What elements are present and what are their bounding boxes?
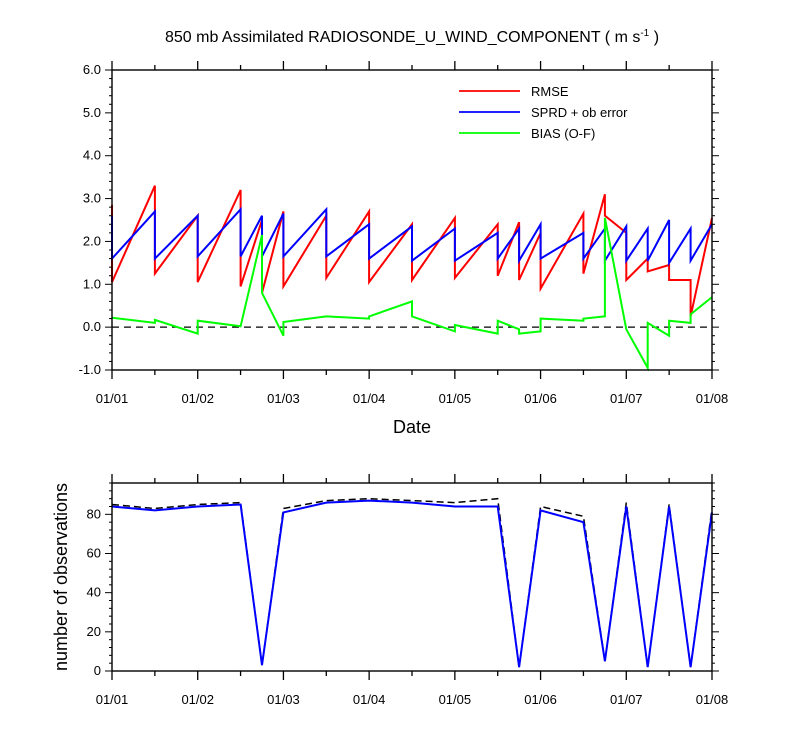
bottom-y-axis-title: number of observations	[51, 483, 71, 671]
y-tick-label: 2.0	[83, 233, 101, 248]
y-tick-label: 0.0	[83, 319, 101, 334]
legend-label-sprd: SPRD + ob error	[531, 105, 628, 120]
top-panel: -1.00.01.02.03.04.05.06.0 01/01 01/02 01/0…	[79, 61, 729, 437]
y-tick-label: 60	[87, 546, 101, 561]
x-tick-label: 01/02	[181, 391, 214, 406]
legend-label-bias: BIAS (O-F)	[531, 126, 595, 141]
legend: RMSE SPRD + ob error BIAS (O-F)	[459, 84, 628, 141]
series-line-sprd-ob-error	[111, 206, 713, 267]
chart-title-units-close: )	[649, 29, 659, 46]
x-tick-label: 01/06	[524, 692, 557, 707]
series-line-used	[111, 499, 713, 668]
x-tick-label: 01/08	[696, 692, 729, 707]
bottom-x-axis: 01/01 01/02 01/03 01/04 01/05 01/06 01/07 01/08	[96, 474, 729, 707]
x-tick-label: 01/07	[610, 391, 643, 406]
y-tick-label: 0	[94, 663, 101, 678]
y-tick-label: 4.0	[83, 148, 101, 163]
y-tick-label: 40	[87, 585, 101, 600]
x-tick-label: 01/04	[353, 692, 386, 707]
top-plot-content	[111, 185, 713, 372]
series-line-bias-o-f	[111, 217, 713, 372]
x-tick-label: 01/03	[267, 391, 300, 406]
x-tick-label: 01/01	[96, 391, 129, 406]
bottom-y-axis: 0 20 40 60 80	[87, 482, 719, 678]
bottom-panel: 0 20 40 60 80 01/01 01/02 01/03 01/04 01/05 01/06…	[51, 474, 728, 707]
chart-title-units: ( m s	[605, 29, 641, 46]
chart-title-units-superscript: -1	[640, 28, 649, 39]
x-tick-label: 01/05	[439, 692, 472, 707]
x-tick-label: 01/02	[181, 692, 214, 707]
x-tick-label: 01/05	[439, 391, 472, 406]
y-tick-label: 20	[87, 624, 101, 639]
y-tick-label: -1.0	[79, 362, 101, 377]
x-tick-label: 01/01	[96, 692, 129, 707]
x-tick-label: 01/07	[610, 692, 643, 707]
chart-title-main: 850 mb Assimilated RADIOSONDE_U_WIND_COM…	[165, 29, 601, 46]
y-tick-label: 3.0	[83, 191, 101, 206]
bottom-plot-content	[111, 497, 713, 668]
chart-title: 850 mb Assimilated RADIOSONDE_U_WIND_COM…	[165, 28, 659, 46]
y-tick-label: 80	[87, 506, 101, 521]
top-y-axis: -1.0 0.0 1.0 2.0 3.0 4.0 5.0 6.0	[79, 62, 719, 377]
y-tick-label: 5.0	[83, 105, 101, 120]
top-x-axis-title: Date	[393, 417, 431, 437]
y-tick-label: 6.0	[83, 62, 101, 77]
legend-label-rmse: RMSE	[531, 84, 569, 99]
x-tick-label: 01/06	[524, 391, 557, 406]
top-x-axis: 01/01 01/02 01/03 01/04 01/05 01/06 01/07 01/08	[96, 61, 729, 406]
x-tick-label: 01/04	[353, 391, 386, 406]
x-tick-label: 01/08	[696, 391, 729, 406]
bottom-plot-frame	[111, 482, 713, 672]
series-line-possible	[111, 497, 713, 668]
x-tick-label: 01/03	[267, 692, 300, 707]
y-tick-label: 1.0	[83, 276, 101, 291]
